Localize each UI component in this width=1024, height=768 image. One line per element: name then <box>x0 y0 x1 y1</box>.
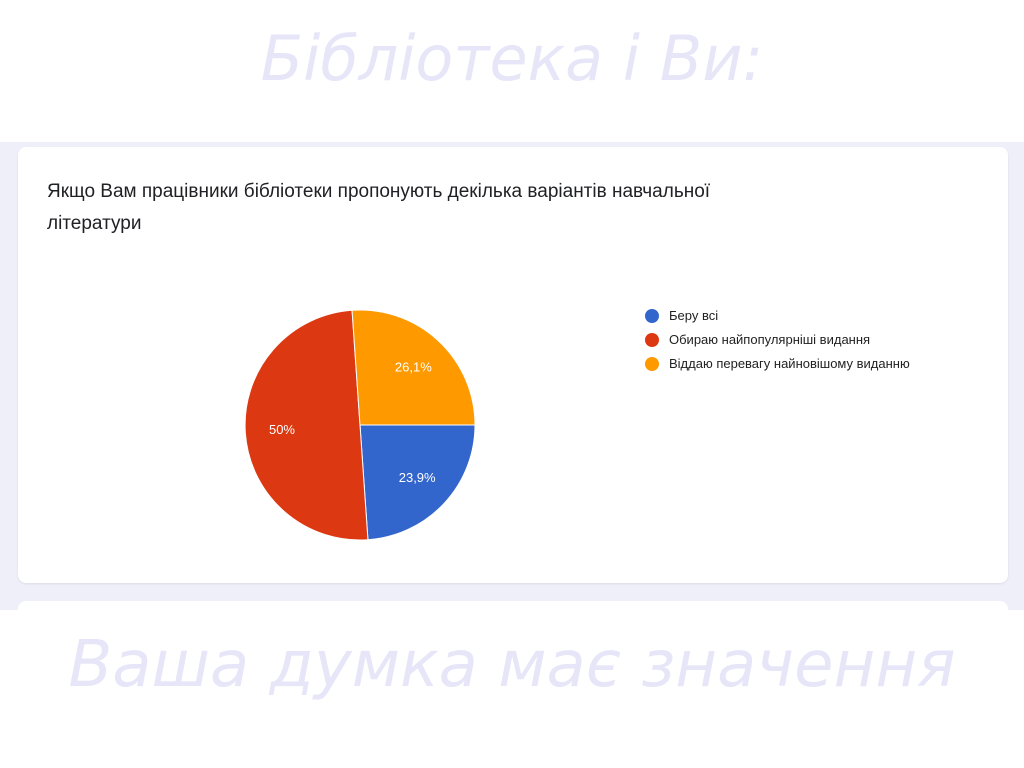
slice-label: 23,9% <box>399 470 436 485</box>
legend-item: Віддаю перевагу найновішому виданню <box>645 355 935 373</box>
legend-label: Беру всі <box>669 308 719 323</box>
pie-slice <box>351 309 476 426</box>
slide-footer: Ваша думка має значення <box>68 628 956 702</box>
legend-label: Віддаю перевагу найновішому виданню <box>669 356 910 371</box>
chart-title: Якщо Вам працівники бібліотеки пропонуют… <box>47 181 711 234</box>
question-card <box>18 147 1008 583</box>
pie-slice <box>359 424 476 541</box>
slide-title: Бібліотека і Ви: <box>260 22 764 95</box>
legend-swatch <box>645 357 659 371</box>
next-card <box>18 601 1008 621</box>
pie-slice <box>244 309 369 541</box>
slice-label: 26,1% <box>395 359 432 374</box>
legend-item: Беру всі <box>645 307 935 325</box>
slice-label: 50% <box>269 422 295 437</box>
legend: Беру всі Обираю найпопулярніші видання Від… <box>645 307 935 379</box>
legend-swatch <box>645 333 659 347</box>
legend-swatch <box>645 309 659 323</box>
legend-label: Обираю найпопулярніші видання <box>669 332 871 347</box>
legend-item: Обираю найпопулярніші видання <box>645 331 935 349</box>
